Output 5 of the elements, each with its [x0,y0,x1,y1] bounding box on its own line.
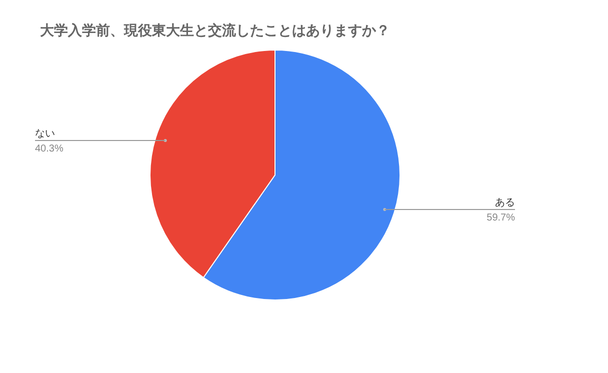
slice-label: ない [35,128,55,140]
data-label: 59.7% [486,212,516,224]
chart-title: 大学入学前、現役東大生と交流したことはありますか？ [40,22,390,40]
slice-label: ある [495,198,515,209]
data-label: 40.3% [35,143,64,154]
